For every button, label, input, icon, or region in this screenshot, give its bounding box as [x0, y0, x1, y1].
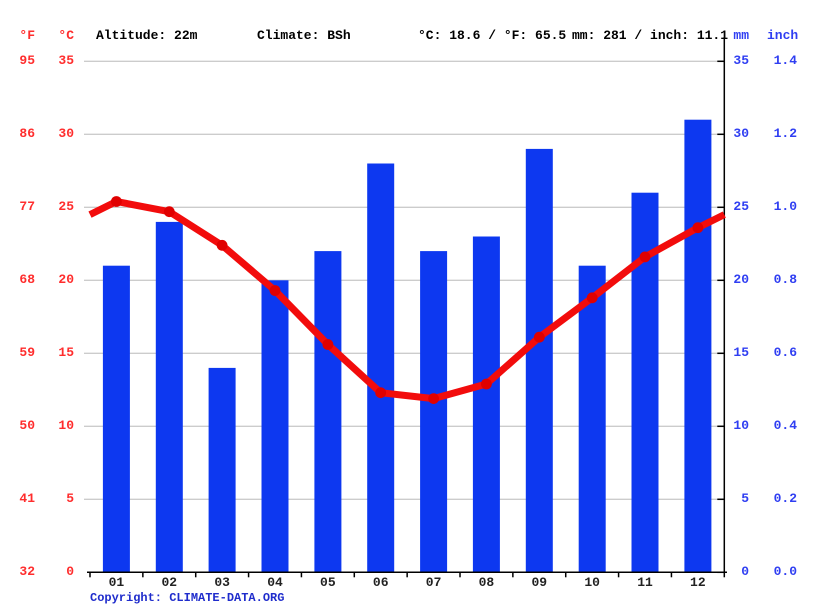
altitude-label: Altitude: 22m [96, 28, 198, 43]
f-axis-tick: 68 [19, 272, 35, 288]
inch-axis-tick: 1.4 [773, 53, 797, 69]
month-label: 02 [161, 575, 178, 590]
f-axis-tick: 59 [19, 345, 35, 361]
temperature-point [163, 206, 175, 218]
mm-axis-tick: 30 [733, 126, 749, 142]
inch-axis-tick: 0.4 [773, 418, 797, 434]
c-axis-tick: 5 [66, 491, 74, 507]
mm-axis-tick: 10 [733, 418, 749, 434]
temperature-point [322, 339, 334, 350]
inch-axis-tick: 0.6 [773, 345, 797, 361]
temperature-line [88, 198, 726, 403]
climate-classification-label: Climate: BSh [257, 28, 351, 43]
temperature-point [111, 196, 122, 207]
temperature-point [269, 285, 281, 296]
month-label: 03 [214, 575, 230, 590]
c-axis-tick: 25 [58, 199, 74, 215]
f-axis-tick: 41 [19, 491, 35, 507]
c-axis-tick: 15 [58, 345, 74, 361]
temperature-point [428, 393, 439, 404]
precipitation-bar [420, 251, 448, 573]
month-label: 09 [531, 575, 548, 590]
month-label: 10 [584, 575, 600, 590]
temperature-point [586, 292, 598, 304]
unit-mm-label: mm [733, 28, 749, 43]
precipitation-bar [472, 236, 500, 573]
month-label: 06 [372, 575, 389, 590]
inch-axis-tick: 1.0 [773, 199, 797, 215]
copyright-label: Copyright: [90, 591, 170, 605]
climate-data-org-link[interactable]: CLIMATE-DATA.ORG [169, 591, 285, 605]
temperature-point [639, 251, 651, 263]
temperature-point [692, 222, 704, 234]
temperature-point [375, 387, 387, 399]
mm-axis-tick: 5 [741, 491, 749, 507]
f-axis-tick: 95 [19, 53, 35, 69]
temperature-point [481, 378, 492, 390]
month-label: 01 [108, 575, 125, 590]
mm-axis-tick: 15 [733, 345, 749, 361]
unit-fahrenheit-label: °F [19, 28, 35, 43]
copyright: Copyright: CLIMATE-DATA.ORG [90, 591, 284, 605]
month-label: 08 [478, 575, 495, 590]
precipitation-bar [578, 265, 606, 573]
mm-axis-tick: 0 [741, 564, 749, 580]
f-axis-tick: 32 [19, 564, 35, 580]
unit-celsius-label: °C [58, 28, 74, 43]
precipitation-bar [684, 119, 712, 573]
temperature-point [533, 331, 545, 343]
month-label: 07 [425, 575, 442, 590]
precipitation-bar [367, 163, 395, 573]
inch-axis-tick: 0.0 [773, 564, 797, 580]
mm-axis-tick: 25 [733, 199, 749, 215]
c-axis-tick: 20 [58, 272, 74, 288]
c-axis-tick: 0 [66, 564, 74, 580]
month-label: 04 [267, 575, 283, 590]
c-axis-tick: 30 [58, 126, 74, 142]
month-label: 12 [690, 575, 706, 590]
temperature-point [216, 239, 228, 251]
average-temperature-label: °C: 18.6 / °F: 65.5 [418, 28, 567, 43]
inch-axis-tick: 0.2 [773, 491, 797, 507]
f-axis-tick: 77 [19, 199, 35, 215]
total-precipitation-label: mm: 281 / inch: 11.1 [572, 28, 729, 43]
mm-axis-tick: 20 [733, 272, 749, 288]
precipitation-bar [155, 221, 183, 573]
precipitation-bar [525, 148, 553, 573]
f-axis-tick: 86 [19, 126, 35, 142]
precipitation-bar [102, 265, 130, 573]
inch-axis-tick: 1.2 [773, 126, 797, 142]
mm-axis-tick: 35 [733, 53, 749, 69]
precipitation-bar [261, 280, 289, 573]
month-label: 11 [637, 575, 653, 590]
precipitation-bar [208, 367, 236, 573]
month-label: 05 [320, 575, 336, 590]
c-axis-tick: 35 [58, 53, 74, 69]
precipitation-bar [314, 251, 342, 573]
c-axis-tick: 10 [58, 418, 74, 434]
inch-axis-tick: 0.8 [773, 272, 797, 288]
unit-inch-label: inch [767, 28, 799, 43]
f-axis-tick: 50 [19, 418, 35, 434]
